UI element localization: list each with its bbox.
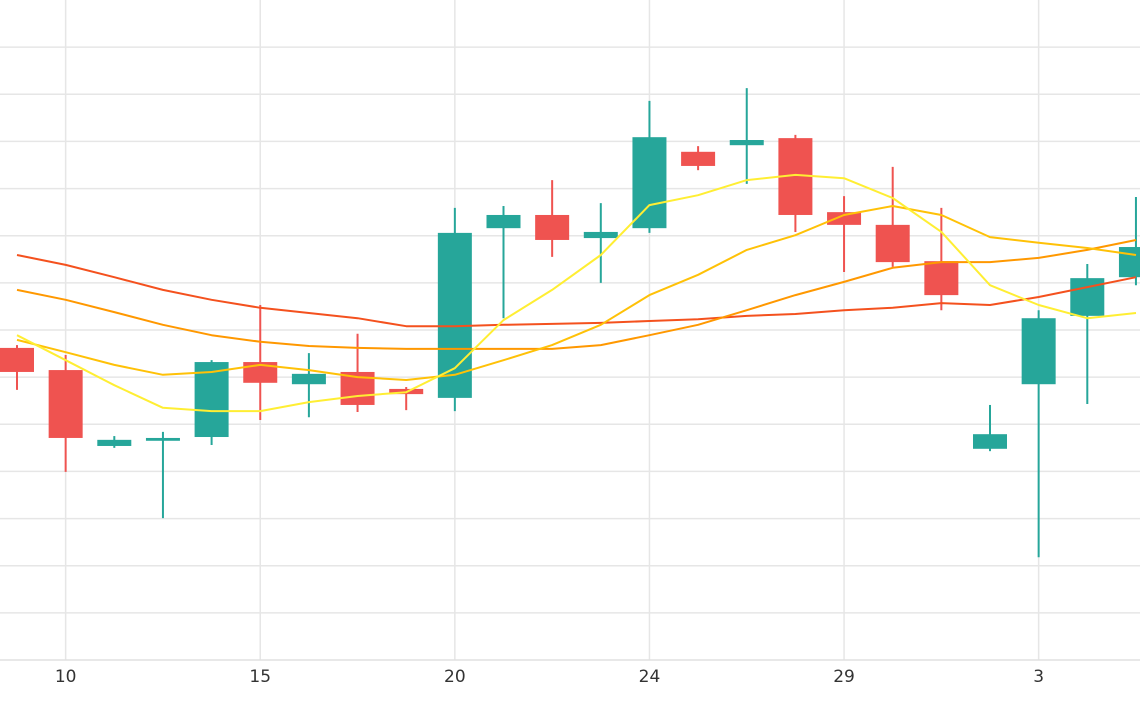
- moving-average-line: [16, 205, 1137, 381]
- x-tick-label: 10: [55, 667, 77, 687]
- candle-body: [583, 231, 618, 239]
- moving-average-line: [16, 239, 1137, 350]
- candle-body: [1021, 318, 1056, 385]
- x-tick-label: 20: [444, 667, 466, 687]
- candle-body: [729, 140, 764, 146]
- candle-body: [486, 214, 521, 229]
- candle-body: [632, 137, 667, 229]
- x-tick-label: 15: [249, 667, 271, 687]
- candle-body: [291, 373, 326, 385]
- moving-average-line: [16, 173, 1137, 413]
- candle-body: [535, 214, 570, 240]
- candle-body: [875, 224, 910, 263]
- candle-body: [924, 261, 959, 296]
- moving-average-line: [16, 254, 1137, 328]
- candle-body: [97, 439, 132, 446]
- x-tick-label: 3: [1033, 667, 1044, 687]
- candle-body: [681, 151, 716, 166]
- candle-body: [0, 347, 34, 372]
- candle-body: [1118, 247, 1140, 278]
- candle-body: [243, 362, 278, 383]
- candle-body: [145, 437, 180, 441]
- x-tick-label: 24: [639, 667, 661, 687]
- x-tick-label: 29: [833, 667, 855, 687]
- candle-body: [48, 370, 83, 438]
- candle-body: [194, 362, 229, 438]
- candle-body: [827, 212, 862, 225]
- candle-body: [973, 434, 1007, 449]
